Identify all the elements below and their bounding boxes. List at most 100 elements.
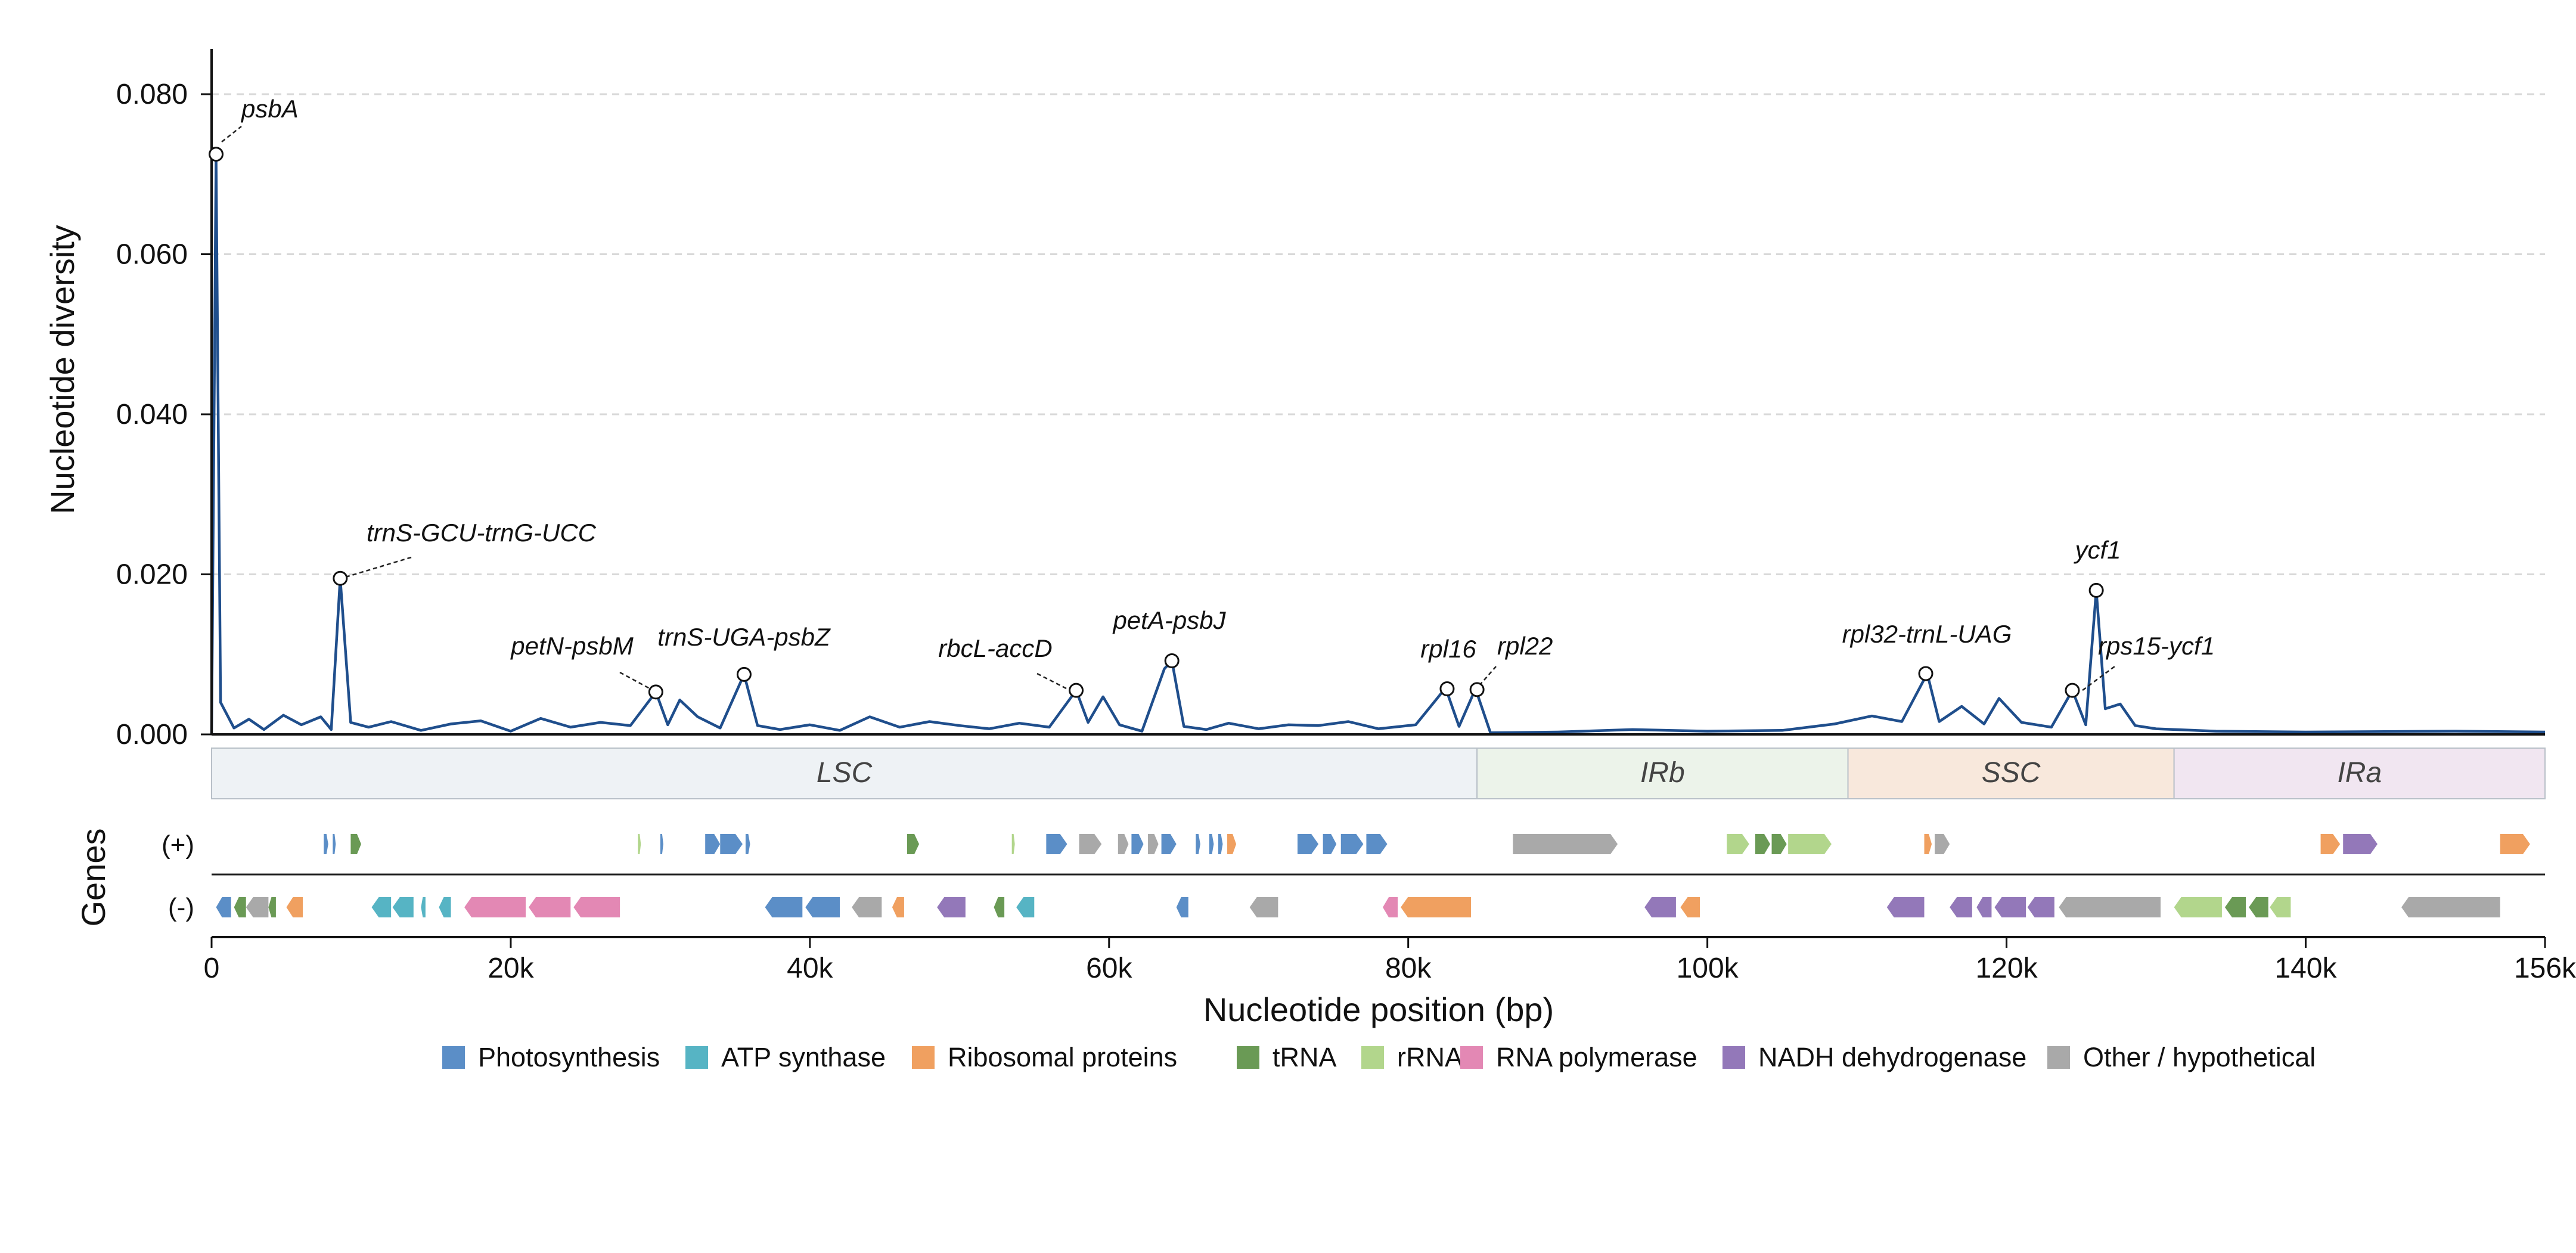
x-tick-label: 140k: [2274, 953, 2337, 984]
gene-plus-arrow: [1118, 834, 1129, 854]
region-label: LSC: [817, 757, 873, 789]
y-tick-label: 0.000: [116, 719, 188, 750]
x-tick-label: 40k: [787, 953, 833, 984]
x-tick-label: 80k: [1385, 953, 1432, 984]
legend-label: RNA polymerase: [1496, 1042, 1697, 1072]
peak-marker: [736, 666, 752, 682]
gene-minus-arrow: [464, 897, 526, 917]
gene-minus-arrow: [2174, 897, 2222, 917]
gene-minus-arrow: [852, 897, 882, 917]
legend-swatch: [1722, 1046, 1745, 1069]
x-axis-title: Nucleotide position (bp): [1203, 991, 1554, 1028]
gene-minus-arrow: [1176, 897, 1188, 917]
gene-plus-arrow: [745, 834, 750, 854]
region-ssc: [1847, 748, 2175, 799]
gene-plus-arrow: [1935, 834, 1950, 854]
gene-minus-arrow: [371, 897, 392, 917]
gene-minus-arrow: [2249, 897, 2268, 917]
gene-plus-arrow: [638, 834, 641, 854]
gene-plus-arrow: [1513, 834, 1618, 854]
peak-marker: [1069, 683, 1084, 698]
gene-plus-arrow: [907, 834, 920, 854]
legend-label: Photosynthesis: [478, 1042, 660, 1072]
peak-label: rpl16: [1420, 635, 1476, 663]
gene-plus-arrow: [333, 834, 336, 854]
gene-minus-arrow: [268, 897, 276, 917]
gene-minus-arrow: [246, 897, 269, 917]
gene-plus-arrow: [350, 834, 361, 854]
gene-minus-arrow: [2059, 897, 2161, 917]
gene-plus-arrow: [1148, 834, 1159, 854]
gene-plus-arrow: [1196, 834, 1200, 854]
legend-swatch: [685, 1046, 708, 1069]
gene-minus-arrow: [2027, 897, 2054, 917]
peak-label: rbcL-accD: [938, 634, 1052, 662]
peak-leader-line: [1036, 672, 1070, 691]
x-tick-label: 100k: [1677, 953, 1739, 984]
peak-marker: [1918, 666, 1933, 681]
diversity-plot: [210, 157, 2546, 735]
peak-label: petN-psbM: [510, 632, 633, 660]
peak-leader-line: [2082, 665, 2115, 691]
gene-minus-arrow: [1976, 897, 1992, 917]
legend-swatch: [2047, 1046, 2070, 1069]
peak-marker: [648, 684, 663, 700]
legend-label: rRNA: [1397, 1042, 1463, 1072]
peak-marker: [2065, 683, 2080, 698]
gene-minus-arrow: [573, 897, 620, 917]
gene-minus-arrow: [421, 897, 426, 917]
peak-marker: [1164, 653, 1180, 668]
gene-minus-arrow: [234, 897, 246, 917]
gene-minus-arrow: [1249, 897, 1278, 917]
gene-minus-arrow: [937, 897, 966, 917]
peak-label: psbA: [240, 95, 299, 123]
gene-minus-arrow: [286, 897, 303, 917]
y-axis-title: Nucleotide diversity: [44, 225, 81, 514]
x-tick-label: 120k: [1975, 953, 2038, 984]
gene-plus-arrow: [1727, 834, 1749, 854]
legend-swatch: [1361, 1046, 1384, 1069]
x-tick-label: 60k: [1086, 953, 1132, 984]
legend: Photosynthesis ATP synthase Ribosomal prot…: [442, 1042, 2316, 1072]
gene-plus-arrow: [2320, 834, 2341, 854]
gene-minus-arrow: [2401, 897, 2500, 917]
gene-plus-arrow: [2500, 834, 2530, 854]
gene-plus-arrow: [660, 834, 663, 854]
region-irb: [1476, 748, 1849, 799]
y-tick-label: 0.040: [116, 399, 188, 430]
gene-plus-arrow: [1209, 834, 1214, 854]
peak-label: rpl22: [1497, 632, 1553, 660]
peak-marker: [2088, 582, 2104, 598]
legend-label: NADH dehydrogenase: [1758, 1042, 2026, 1072]
peak-marker: [333, 570, 348, 586]
region-ira: [2173, 748, 2546, 799]
gene-plus-arrow: [324, 834, 328, 854]
gene-plus-arrow: [1218, 834, 1223, 854]
peak-marker: [1439, 681, 1455, 696]
gridlines: [212, 93, 2545, 575]
gene-plus-arrow: [1924, 834, 1932, 854]
legend-swatch: [1460, 1046, 1483, 1069]
y-tick-label: 0.080: [116, 79, 188, 110]
peak-leader-line: [619, 671, 650, 690]
gene-minus-arrow: [1383, 897, 1398, 917]
peak-label: rps15-ycf1: [2098, 632, 2215, 660]
region-label: IRb: [1640, 757, 1685, 789]
diversity-line: [210, 157, 2546, 735]
x-axis: 0 20k 40k 60k 80k 100k 120k 140k 156k: [204, 936, 2576, 984]
gene-minus-arrow: [1886, 897, 1925, 917]
legend-label: Other / hypothetical: [2083, 1042, 2316, 1072]
gene-plus-arrow: [1079, 834, 1102, 854]
gene-track-title: Genes: [75, 829, 112, 927]
gene-minus-arrow: [765, 897, 803, 917]
x-tick-label: 20k: [488, 953, 534, 984]
gene-minus-arrow: [1016, 897, 1035, 917]
legend-swatch: [1237, 1046, 1259, 1069]
gene-minus-arrow: [1950, 897, 1972, 917]
peak-marker: [1469, 682, 1485, 697]
gene-plus-arrow: [1227, 834, 1237, 854]
gene-minus-arrow: [392, 897, 414, 917]
gene-plus-arrow: [2343, 834, 2378, 854]
gene-minus-arrow: [805, 897, 840, 917]
